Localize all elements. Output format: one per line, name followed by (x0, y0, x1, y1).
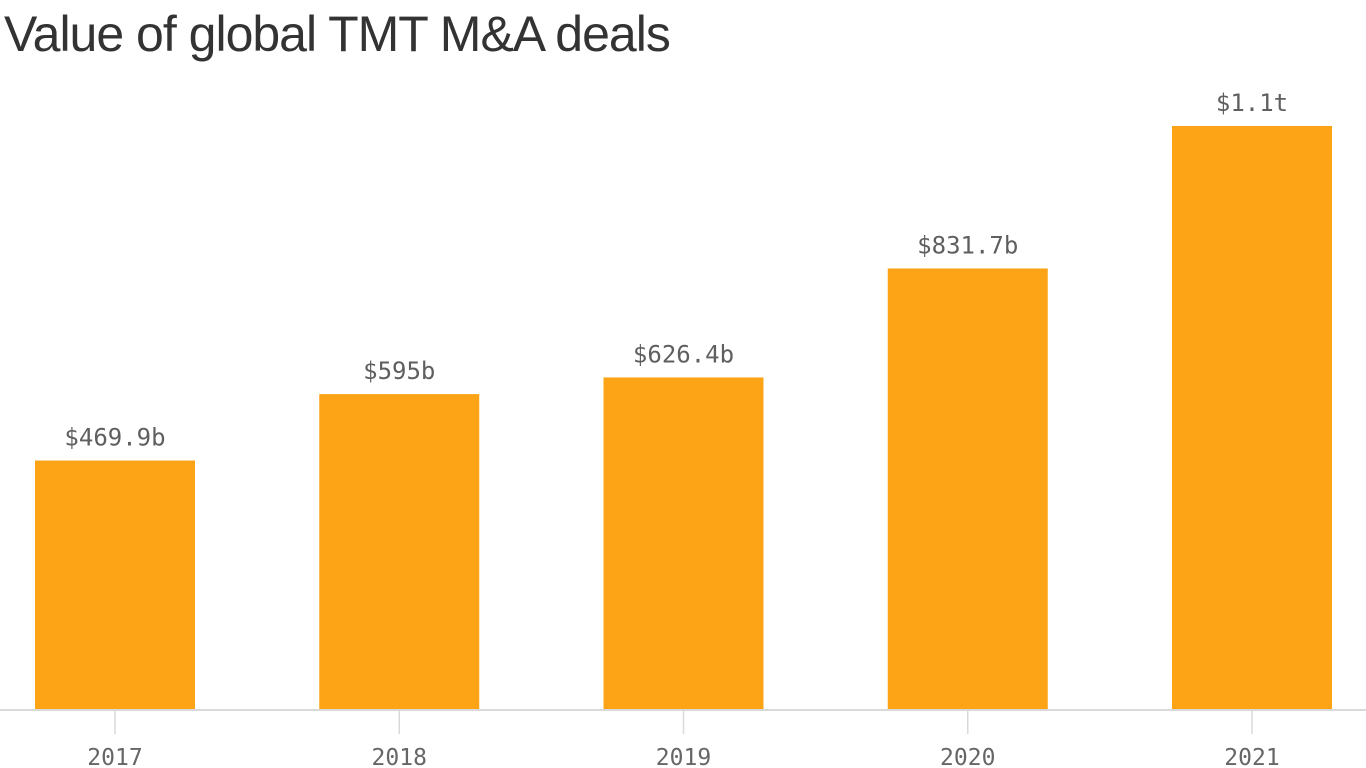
x-tick-label-2021: 2021 (1224, 745, 1279, 768)
value-label-2021: $1.1t (1216, 89, 1288, 117)
bar-2021 (1172, 126, 1332, 710)
value-labels-group: $469.9b $595b $626.4b $831.7b $1.1t (64, 89, 1288, 452)
value-label-2018: $595b (363, 357, 435, 385)
bar-2017 (35, 460, 195, 710)
value-label-2017: $469.9b (64, 424, 165, 452)
x-tick-label-2020: 2020 (940, 745, 995, 768)
bar-2018 (319, 394, 480, 710)
x-tick-label-2018: 2018 (372, 745, 427, 768)
chart-title: Value of global TMT M&A deals (4, 6, 671, 62)
bar-2019 (603, 377, 764, 710)
bar-2020 (887, 268, 1048, 710)
x-axis-ticks: 2017 2018 2019 2020 2021 (87, 710, 1280, 768)
value-label-2020: $831.7b (917, 231, 1018, 259)
x-tick-label-2017: 2017 (87, 745, 142, 768)
bars-group (35, 126, 1332, 710)
value-label-2019: $626.4b (633, 340, 734, 368)
x-tick-label-2019: 2019 (656, 745, 711, 768)
